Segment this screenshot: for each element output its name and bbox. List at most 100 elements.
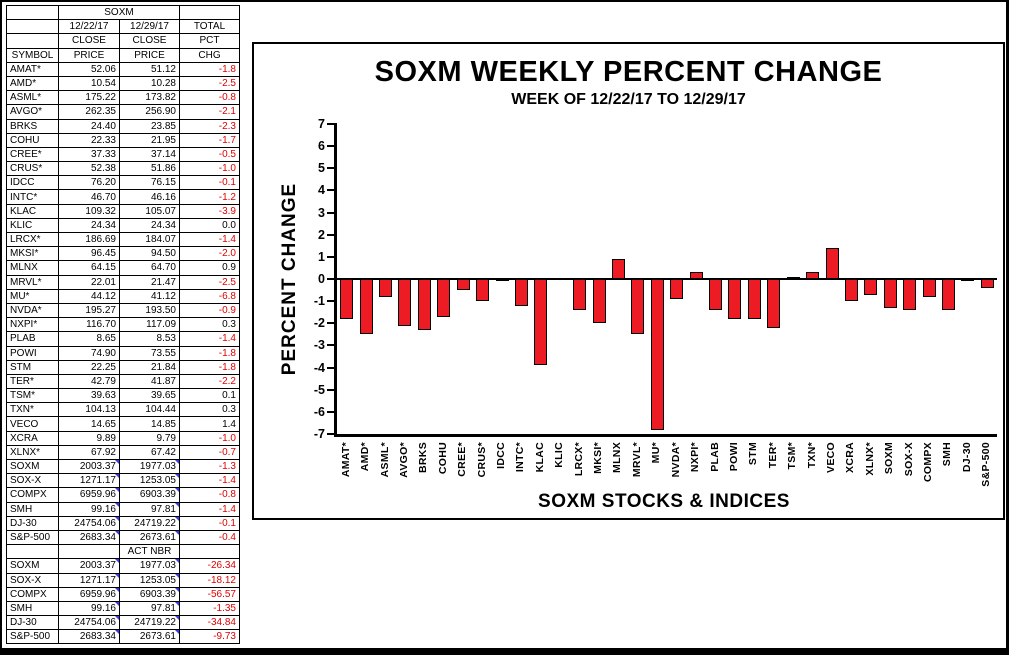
price-cell[interactable]: 24754.06 xyxy=(58,615,120,631)
price-cell[interactable]: 1253.05 xyxy=(119,473,180,489)
pct-cell[interactable]: -1.2 xyxy=(179,189,240,205)
price-cell[interactable]: 6959.96 xyxy=(58,487,120,503)
pct-cell[interactable]: -1.0 xyxy=(179,430,240,446)
pct-cell[interactable]: -1.3 xyxy=(179,458,240,475)
empty-cell[interactable] xyxy=(6,4,59,21)
symbol-cell[interactable]: AMD* xyxy=(6,75,59,92)
pct-cell[interactable]: -0.8 xyxy=(179,487,240,503)
price-cell[interactable]: 41.12 xyxy=(119,288,180,304)
price-cell[interactable]: 105.07 xyxy=(119,203,180,219)
symbol-cell[interactable]: POWI xyxy=(6,345,59,361)
pct-cell[interactable]: -0.8 xyxy=(179,90,240,106)
pct-cell[interactable]: 0.3 xyxy=(179,402,240,418)
symbol-cell[interactable]: LRCX* xyxy=(6,231,59,248)
price-cell[interactable]: 39.63 xyxy=(58,388,120,404)
price-cell[interactable]: 24.34 xyxy=(58,217,120,234)
symbol-cell[interactable]: S&P-500 xyxy=(6,629,59,645)
price-cell[interactable]: 22.25 xyxy=(58,359,120,375)
price-cell[interactable]: 42.79 xyxy=(58,373,120,390)
symbol-cell[interactable]: CREE* xyxy=(6,146,59,163)
price-cell[interactable]: 94.50 xyxy=(119,246,180,262)
price-cell[interactable]: 109.32 xyxy=(58,203,120,219)
price-cell[interactable]: 51.86 xyxy=(119,161,180,177)
symbol-cell[interactable]: XLNX* xyxy=(6,444,59,461)
price-cell[interactable]: 2683.34 xyxy=(58,529,120,546)
price-cell[interactable]: 2003.37 xyxy=(58,558,120,574)
price-cell[interactable]: 175.22 xyxy=(58,90,120,106)
price-cell[interactable]: 67.92 xyxy=(58,444,120,461)
price-cell[interactable]: 64.15 xyxy=(58,260,120,276)
symbol-cell[interactable]: TSM* xyxy=(6,388,59,404)
symbol-cell[interactable]: MLNX xyxy=(6,260,59,276)
symbol-cell[interactable]: AMAT* xyxy=(6,61,59,77)
symbol-cell[interactable]: TXN* xyxy=(6,402,59,418)
pct-cell[interactable]: -3.9 xyxy=(179,203,240,219)
symbol-cell[interactable]: SOXM xyxy=(6,558,59,574)
price-cell[interactable]: 6903.39 xyxy=(119,586,180,602)
price-cell[interactable]: 104.44 xyxy=(119,402,180,418)
price-cell[interactable]: 24.34 xyxy=(119,217,180,234)
pct-cell[interactable]: -1.8 xyxy=(179,61,240,77)
price-cell[interactable]: 51.12 xyxy=(119,61,180,77)
price-cell[interactable]: 24719.22 xyxy=(119,515,180,531)
date-header-cell[interactable]: 12/22/17 xyxy=(58,19,120,35)
pct-cell[interactable]: 0.0 xyxy=(179,217,240,234)
pct-cell[interactable]: -2.5 xyxy=(179,75,240,92)
pct-cell[interactable]: -2.1 xyxy=(179,104,240,120)
symbol-cell[interactable]: ASML* xyxy=(6,90,59,106)
date-header-cell[interactable]: 12/29/17 xyxy=(119,19,180,35)
empty-cell[interactable] xyxy=(6,19,59,35)
price-header-cell[interactable]: PRICE xyxy=(119,47,180,63)
price-cell[interactable]: 37.14 xyxy=(119,146,180,163)
pct-cell[interactable]: -0.9 xyxy=(179,302,240,319)
price-cell[interactable]: 1977.03 xyxy=(119,458,180,475)
price-cell[interactable]: 173.82 xyxy=(119,90,180,106)
chart-frame[interactable]: SOXM WEEKLY PERCENT CHANGE WEEK OF 12/22… xyxy=(252,42,1005,520)
price-cell[interactable]: 22.33 xyxy=(58,132,120,148)
symbol-cell[interactable]: COMPX xyxy=(6,586,59,602)
close-header-cell[interactable]: CLOSE xyxy=(58,33,120,49)
symbol-cell[interactable]: BRKS xyxy=(6,118,59,134)
symbol-cell[interactable]: STM xyxy=(6,359,59,375)
price-cell[interactable]: 24719.22 xyxy=(119,615,180,631)
symbol-cell[interactable]: DJ-30 xyxy=(6,515,59,531)
symbol-cell[interactable]: KLAC xyxy=(6,203,59,219)
symbol-cell[interactable]: MKSI* xyxy=(6,246,59,262)
empty-cell[interactable] xyxy=(179,544,240,560)
pct-cell[interactable]: -1.35 xyxy=(179,600,240,617)
symbol-cell[interactable]: IDCC xyxy=(6,175,59,191)
symbol-cell[interactable]: MU* xyxy=(6,288,59,304)
act-nbr-header-cell[interactable]: ACT NBR xyxy=(119,544,180,560)
symbol-cell[interactable]: KLIC xyxy=(6,217,59,234)
pct-cell[interactable]: -0.5 xyxy=(179,146,240,163)
symbol-cell[interactable]: SOXM xyxy=(6,458,59,475)
pct-cell[interactable]: -2.2 xyxy=(179,373,240,390)
pct-cell[interactable]: -2.3 xyxy=(179,118,240,134)
price-cell[interactable]: 195.27 xyxy=(58,302,120,319)
pct-cell[interactable]: -9.73 xyxy=(179,629,240,645)
pct-cell[interactable]: -1.4 xyxy=(179,331,240,347)
price-cell[interactable]: 14.85 xyxy=(119,416,180,432)
pct-cell[interactable]: -0.1 xyxy=(179,175,240,191)
price-header-cell[interactable]: PRICE xyxy=(58,47,120,63)
price-cell[interactable]: 1271.17 xyxy=(58,473,120,489)
pct-cell[interactable]: -1.8 xyxy=(179,359,240,375)
price-cell[interactable]: 9.89 xyxy=(58,430,120,446)
price-cell[interactable]: 64.70 xyxy=(119,260,180,276)
price-cell[interactable]: 24.40 xyxy=(58,118,120,134)
price-cell[interactable]: 37.33 xyxy=(58,146,120,163)
pct-cell[interactable]: -1.4 xyxy=(179,501,240,517)
total-header-cell[interactable]: TOTAL xyxy=(179,19,240,35)
symbol-cell[interactable]: XCRA xyxy=(6,430,59,446)
table-title-cell[interactable]: SOXM xyxy=(58,4,180,21)
price-cell[interactable]: 8.53 xyxy=(119,331,180,347)
symbol-cell[interactable]: S&P-500 xyxy=(6,529,59,546)
price-cell[interactable]: 41.87 xyxy=(119,373,180,390)
pct-cell[interactable]: -26.34 xyxy=(179,558,240,574)
symbol-cell[interactable]: SMH xyxy=(6,501,59,517)
symbol-cell[interactable]: INTC* xyxy=(6,189,59,205)
pct-header-cell[interactable]: PCT xyxy=(179,33,240,49)
pct-cell[interactable]: -0.1 xyxy=(179,515,240,531)
price-cell[interactable]: 24754.06 xyxy=(58,515,120,531)
price-cell[interactable]: 186.69 xyxy=(58,231,120,248)
